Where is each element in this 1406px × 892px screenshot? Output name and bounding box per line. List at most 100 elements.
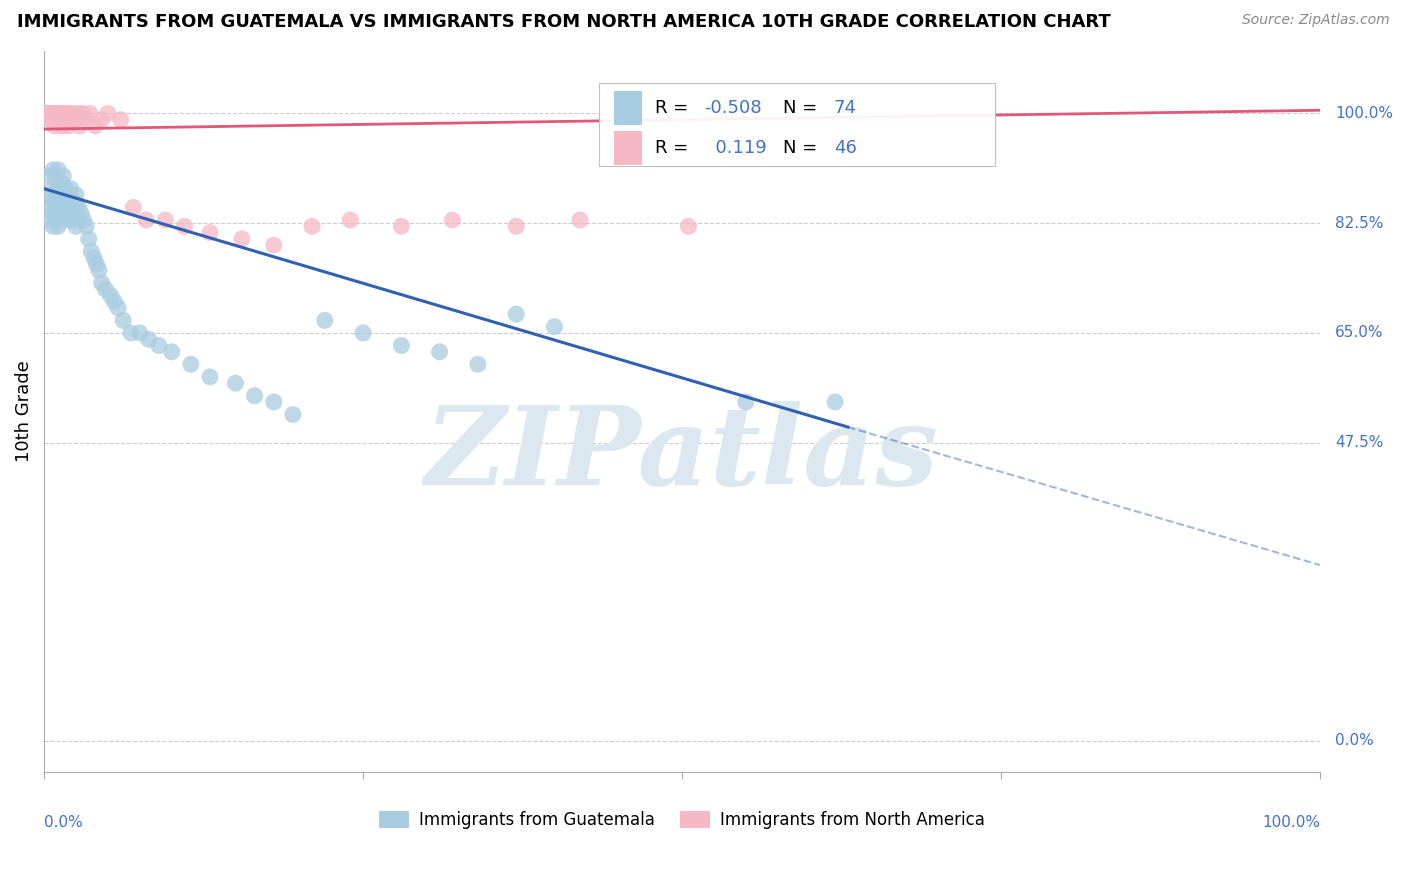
Point bbox=[46, 162, 69, 177]
Point bbox=[58, 201, 80, 215]
Point bbox=[173, 219, 195, 234]
Point bbox=[87, 263, 110, 277]
Point bbox=[198, 226, 221, 240]
Point bbox=[69, 119, 91, 133]
Point bbox=[66, 106, 89, 120]
Point bbox=[60, 106, 83, 120]
Point bbox=[263, 238, 285, 252]
Point bbox=[65, 219, 87, 234]
Text: 0.0%: 0.0% bbox=[44, 815, 83, 830]
Point bbox=[56, 106, 79, 120]
Point bbox=[52, 213, 75, 227]
Point bbox=[110, 112, 132, 127]
Text: 100.0%: 100.0% bbox=[1263, 815, 1320, 830]
Point bbox=[86, 257, 108, 271]
Point bbox=[314, 313, 336, 327]
Point bbox=[65, 188, 87, 202]
Point bbox=[103, 294, 125, 309]
Point bbox=[59, 194, 82, 209]
Point bbox=[45, 188, 67, 202]
Text: N =: N = bbox=[783, 139, 823, 157]
Point bbox=[45, 201, 67, 215]
Point bbox=[46, 182, 69, 196]
Point bbox=[543, 319, 565, 334]
Text: 74: 74 bbox=[834, 99, 856, 117]
Point bbox=[42, 207, 65, 221]
Point bbox=[83, 251, 105, 265]
Point bbox=[59, 182, 82, 196]
Point bbox=[39, 188, 62, 202]
Point bbox=[84, 119, 107, 133]
Point bbox=[72, 106, 94, 120]
Point bbox=[62, 194, 84, 209]
Point bbox=[55, 112, 77, 127]
Point bbox=[58, 119, 80, 133]
Point bbox=[505, 219, 527, 234]
Point bbox=[49, 106, 72, 120]
Text: ZIPatlas: ZIPatlas bbox=[425, 401, 939, 508]
Text: 100.0%: 100.0% bbox=[1336, 106, 1393, 121]
Point bbox=[198, 369, 221, 384]
Point bbox=[45, 169, 67, 183]
Point bbox=[52, 169, 75, 183]
Point bbox=[734, 395, 756, 409]
Point bbox=[35, 106, 58, 120]
Point bbox=[65, 201, 87, 215]
FancyBboxPatch shape bbox=[614, 91, 643, 126]
Point bbox=[59, 112, 82, 127]
Point bbox=[42, 162, 65, 177]
Text: R =: R = bbox=[655, 99, 695, 117]
Point bbox=[67, 201, 90, 215]
Point bbox=[75, 112, 97, 127]
Point bbox=[55, 207, 77, 221]
Text: Source: ZipAtlas.com: Source: ZipAtlas.com bbox=[1241, 13, 1389, 28]
Point bbox=[38, 106, 60, 120]
Point bbox=[135, 213, 157, 227]
Point bbox=[70, 207, 93, 221]
Point bbox=[94, 282, 117, 296]
Point bbox=[55, 194, 77, 209]
Point bbox=[39, 106, 62, 120]
Point bbox=[120, 326, 142, 340]
Point bbox=[53, 106, 76, 120]
Point bbox=[281, 408, 304, 422]
Point bbox=[224, 376, 246, 391]
Point bbox=[389, 338, 412, 352]
Point bbox=[128, 326, 150, 340]
Point bbox=[107, 301, 129, 315]
Point bbox=[73, 213, 96, 227]
Point bbox=[51, 119, 73, 133]
Point bbox=[148, 338, 170, 352]
Point bbox=[263, 395, 285, 409]
Point bbox=[55, 182, 77, 196]
Text: 0.119: 0.119 bbox=[704, 139, 766, 157]
Point bbox=[39, 201, 62, 215]
Point bbox=[48, 112, 70, 127]
Text: 47.5%: 47.5% bbox=[1336, 435, 1384, 450]
Point bbox=[112, 313, 135, 327]
Point bbox=[37, 106, 59, 120]
Point bbox=[46, 194, 69, 209]
Point bbox=[90, 276, 112, 290]
Y-axis label: 10th Grade: 10th Grade bbox=[15, 360, 32, 462]
Point bbox=[45, 112, 67, 127]
Point bbox=[180, 357, 202, 371]
Point bbox=[160, 344, 183, 359]
Point bbox=[52, 201, 75, 215]
Point bbox=[63, 112, 86, 127]
Text: 82.5%: 82.5% bbox=[1336, 216, 1384, 231]
Point bbox=[568, 213, 591, 227]
Point bbox=[389, 219, 412, 234]
Point bbox=[46, 106, 69, 120]
Point bbox=[90, 112, 112, 127]
Point bbox=[231, 232, 253, 246]
Text: R =: R = bbox=[655, 139, 695, 157]
Point bbox=[824, 395, 846, 409]
Point bbox=[39, 213, 62, 227]
Text: 65.0%: 65.0% bbox=[1336, 326, 1384, 341]
Point bbox=[46, 207, 69, 221]
FancyBboxPatch shape bbox=[614, 130, 643, 165]
Point bbox=[45, 106, 67, 120]
Point bbox=[352, 326, 374, 340]
Point bbox=[138, 332, 160, 346]
